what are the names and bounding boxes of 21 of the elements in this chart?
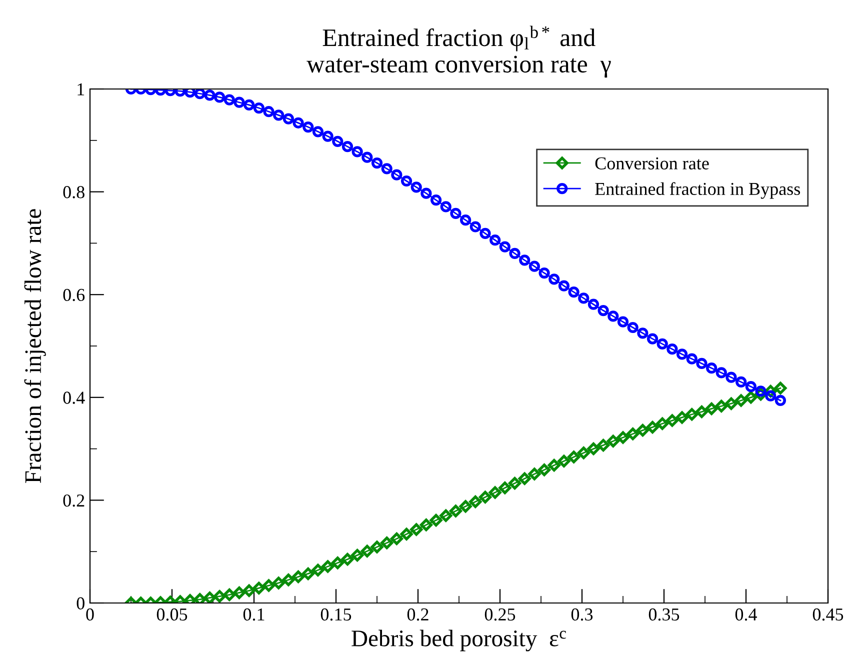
x-tick-label: 0.1	[243, 608, 264, 621]
x-tick-label: 0.45	[812, 608, 844, 621]
y-tick-label: 0.8	[63, 186, 84, 198]
x-tick-label: 0	[86, 608, 94, 621]
y-tick-label: 0.2	[63, 494, 84, 507]
y-tick-label: 1	[78, 83, 84, 96]
x-tick-label: 0.4	[735, 608, 758, 621]
x-tick-label: 0.15	[320, 608, 352, 621]
y-tick-label: 0	[76, 597, 84, 610]
y-tick-label: 0.6	[63, 288, 85, 302]
chart-title: Entrained fraction φ$_{l}$$^{b*}$ and water-steam conversion rate γ	[306, 26, 611, 78]
y-axis-title: Fraction of injected flow rate	[24, 209, 46, 483]
x-tick-label: 0.2	[407, 608, 428, 621]
x-tick-label: 0.3	[571, 608, 593, 621]
x-axis-title: Debris bed porosity ε$^{c}$	[352, 630, 566, 652]
x-tick-label: 0.35	[648, 608, 680, 621]
x-tick-label: 0.05	[156, 608, 188, 621]
legend-label: Entrained fraction in Bypass	[595, 182, 800, 199]
legend-label: Conversion rate	[595, 157, 709, 170]
x-tick-label: 0.25	[484, 608, 516, 621]
y-tick-label: 0.4	[63, 392, 85, 404]
